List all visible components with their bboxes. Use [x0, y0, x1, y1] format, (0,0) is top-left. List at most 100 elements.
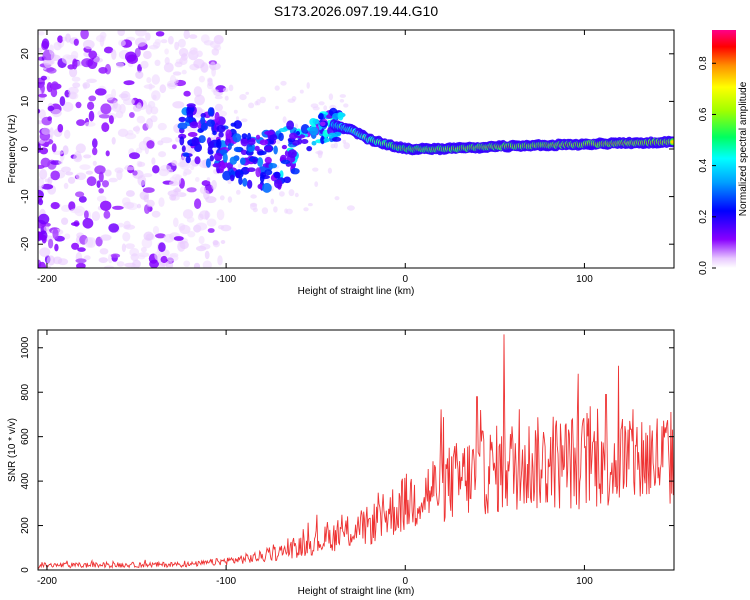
- noise-blob: [279, 191, 285, 197]
- cluster-blob: [280, 159, 291, 165]
- y-tick-label: 400: [20, 472, 31, 489]
- noise-blob: [86, 176, 97, 187]
- noise-blob: [151, 210, 161, 218]
- noise-blob: [38, 164, 45, 169]
- noise-blob: [146, 140, 155, 149]
- noise-blob: [136, 102, 142, 112]
- cluster-blob: [191, 136, 200, 147]
- noise-blob: [47, 105, 55, 112]
- noise-blob: [339, 94, 346, 98]
- noise-blob: [146, 118, 153, 129]
- noise-blob: [65, 33, 71, 43]
- noise-blob: [57, 123, 64, 133]
- cluster-blob: [185, 156, 191, 164]
- cluster-blob: [239, 157, 246, 165]
- noise-blob: [122, 231, 131, 242]
- noise-blob: [100, 103, 112, 115]
- noise-blob: [129, 152, 140, 160]
- noise-blob: [318, 101, 325, 106]
- noise-blob: [207, 78, 213, 87]
- noise-blob: [236, 189, 241, 195]
- noise-blob: [333, 142, 338, 149]
- y-tick-label: 1000: [20, 336, 31, 359]
- noise-blob: [75, 101, 82, 109]
- cluster-blob: [216, 124, 226, 133]
- noise-blob: [164, 48, 169, 55]
- noise-blob: [199, 186, 207, 194]
- noise-blob: [266, 178, 271, 183]
- noise-blob: [86, 78, 97, 84]
- cluster-blob: [238, 176, 243, 185]
- noise-blob: [47, 116, 52, 122]
- noise-blob: [183, 30, 190, 40]
- noise-blob: [118, 93, 129, 99]
- noise-blob: [49, 44, 54, 55]
- noise-blob: [117, 222, 124, 228]
- noise-blob: [38, 177, 45, 188]
- noise-blob: [108, 223, 120, 233]
- noise-blob: [103, 265, 115, 268]
- noise-blob: [202, 260, 212, 268]
- noise-blob: [285, 208, 293, 215]
- noise-blob: [63, 182, 69, 189]
- noise-blob: [68, 201, 76, 211]
- noise-blob: [99, 248, 109, 255]
- noise-blob: [101, 122, 110, 133]
- colorbar-tick-label: 0.4: [698, 158, 709, 172]
- noise-blob: [219, 195, 225, 201]
- noise-blob: [160, 137, 173, 144]
- cluster-blob: [264, 156, 272, 164]
- noise-blob: [204, 250, 210, 260]
- y-tick-label: 200: [20, 517, 31, 534]
- noise-blob: [312, 106, 320, 111]
- noise-blob: [154, 251, 162, 261]
- noise-blob: [220, 240, 226, 244]
- noise-blob: [140, 246, 147, 253]
- noise-blob: [61, 217, 69, 225]
- cluster-blob: [255, 134, 261, 140]
- colorbar-label: Normalized spectral amplitude: [738, 81, 749, 216]
- y-tick-label: 600: [20, 428, 31, 445]
- noise-blob: [250, 203, 257, 211]
- noise-blob: [308, 203, 313, 207]
- noise-blob: [179, 156, 186, 168]
- colorbar-tick-label: 0.6: [698, 107, 709, 121]
- y-tick-label: 20: [20, 48, 31, 60]
- cluster-blob: [182, 152, 190, 157]
- noise-blob: [116, 169, 123, 181]
- y-tick-label: 10: [20, 95, 31, 107]
- noise-blob: [195, 177, 200, 182]
- noise-blob: [38, 108, 41, 114]
- cluster-blob: [257, 183, 263, 190]
- colorbar-tick-label: 0.0: [698, 261, 709, 275]
- noise-blob: [41, 127, 51, 135]
- x-tick-label: 0: [402, 274, 408, 285]
- noise-blob: [193, 86, 203, 97]
- noise-blob: [110, 253, 121, 258]
- cluster-blob: [178, 116, 186, 123]
- x-tick-label: 0: [402, 576, 408, 587]
- noise-blob: [198, 75, 205, 83]
- noise-blob: [158, 168, 169, 177]
- noise-blob: [151, 74, 160, 85]
- cluster-blob: [247, 139, 256, 146]
- noise-blob: [137, 175, 147, 186]
- y-tick-label: 800: [20, 383, 31, 400]
- spectrogram-xlabel: Height of straight line (km): [298, 286, 415, 297]
- noise-blob: [38, 198, 44, 206]
- snr-series-line: [38, 334, 674, 569]
- noise-blob: [150, 106, 159, 115]
- noise-blob: [206, 177, 211, 182]
- noise-blob: [248, 102, 255, 109]
- noise-blob: [250, 194, 257, 199]
- cluster-blob: [235, 170, 241, 179]
- noise-blob: [98, 171, 104, 183]
- noise-blob: [211, 48, 220, 56]
- noise-blob: [163, 62, 174, 73]
- cluster-blob: [194, 156, 201, 165]
- cluster-blob: [332, 113, 340, 120]
- noise-blob: [78, 196, 87, 203]
- cluster-blob: [213, 152, 223, 161]
- noise-blob: [182, 209, 194, 219]
